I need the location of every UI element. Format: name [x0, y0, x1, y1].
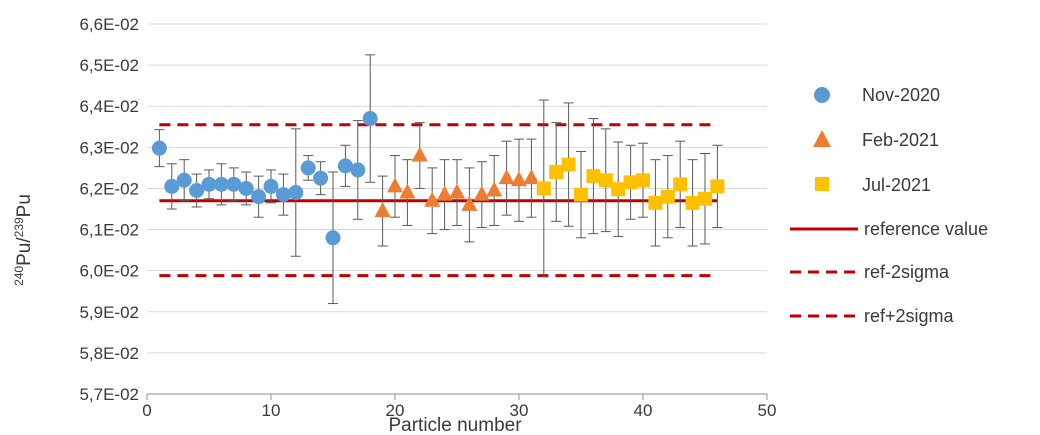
- data-point-triangle: [399, 183, 416, 199]
- axes: [146, 393, 768, 400]
- x-tick-label: 30: [510, 401, 529, 420]
- legend-marker-nov-2020: [814, 87, 830, 103]
- x-tick-label: 20: [386, 401, 405, 420]
- data-point-circle: [176, 172, 192, 188]
- y-tick-label: 6,6E-02: [79, 15, 139, 34]
- data-point-square: [710, 179, 725, 194]
- data-point-square: [549, 165, 564, 179]
- legend-label-nov-2020: Nov-2020: [862, 85, 940, 105]
- data-point-triangle: [461, 195, 478, 211]
- y-tick-label: 6,4E-02: [79, 97, 139, 116]
- x-tick-label: 40: [634, 401, 653, 420]
- y-tick-label: 5,8E-02: [79, 344, 139, 363]
- data-point-triangle: [449, 183, 465, 199]
- data-point-square: [648, 195, 663, 210]
- data-point-circle: [337, 158, 353, 174]
- data-point-square: [561, 157, 576, 172]
- data-point-circle: [325, 230, 341, 246]
- x-axis-title: Particle number: [388, 415, 522, 435]
- x-tick-label: 50: [758, 401, 777, 420]
- data-point-circle: [164, 178, 180, 194]
- legend-label-ref-plus-2sigma: ref+2sigma: [864, 306, 955, 326]
- y-axis-title-part-d: Pu: [14, 194, 35, 217]
- legend: Nov-2020 Feb-2021 Jul-2021 reference val…: [790, 85, 988, 326]
- data-point-square: [660, 189, 675, 204]
- data-point-circle: [201, 176, 217, 192]
- tick-labels: 5,7E-02 5,8E-02 5,9E-02 6,0E-02 6,1E-02 6,2E-…: [79, 15, 776, 420]
- y-tick-label: 6,5E-02: [79, 56, 139, 75]
- data-point-circle: [213, 176, 229, 192]
- x-tick-label: 10: [262, 401, 281, 420]
- x-tick-label: 0: [142, 401, 151, 420]
- data-point-square: [536, 181, 551, 196]
- data-point-triangle: [498, 169, 515, 185]
- data-point-triangle: [436, 185, 453, 201]
- data-point-circle: [300, 160, 316, 176]
- data-point-circle: [226, 176, 242, 192]
- data-point-triangle: [473, 185, 490, 201]
- legend-marker-jul-2021: [815, 177, 829, 191]
- y-tick-label: 6,1E-02: [79, 221, 139, 240]
- data-point-triangle: [486, 181, 503, 197]
- y-tick-label: 5,7E-02: [79, 385, 139, 404]
- data-point-circle: [238, 180, 254, 196]
- data-point-circle: [313, 170, 329, 186]
- data-point-triangle: [511, 171, 527, 187]
- data-point-square: [574, 187, 588, 202]
- y-axis-title-mass-c: 239: [12, 217, 26, 237]
- legend-label-jul-2021: Jul-2021: [862, 175, 931, 195]
- data-point-triangle: [424, 191, 441, 207]
- data-point-square: [623, 175, 638, 190]
- y-tick-label: 5,9E-02: [79, 303, 139, 322]
- data-point-circle: [362, 111, 378, 127]
- data-point-triangle: [387, 177, 403, 193]
- data-point-circle: [151, 140, 167, 156]
- legend-label-reference-value: reference value: [864, 219, 988, 239]
- legend-marker-feb-2021: [813, 130, 831, 147]
- data-point-square: [685, 195, 700, 210]
- data-point-square: [598, 173, 613, 188]
- data-point-square: [673, 177, 688, 192]
- data-point-circle: [350, 162, 366, 178]
- data-point-triangle: [374, 202, 391, 218]
- y-tick-label: 6,3E-02: [79, 138, 139, 157]
- data-point-square: [586, 169, 601, 184]
- data-point-square: [698, 191, 712, 206]
- data-point-circle: [189, 183, 205, 198]
- data-point-square: [611, 182, 626, 197]
- legend-label-ref-minus-2sigma: ref-2sigma: [864, 262, 950, 282]
- data-point-circle: [275, 187, 291, 203]
- y-axis-title-mass-a: 240: [12, 266, 26, 286]
- y-axis-title: 240Pu/239Pu: [12, 194, 35, 286]
- y-axis-title-part-b: Pu/: [14, 237, 35, 266]
- data-points: [151, 111, 725, 246]
- y-tick-label: 6,0E-02: [79, 262, 139, 281]
- data-point-circle: [288, 185, 304, 201]
- data-point-triangle: [523, 169, 540, 185]
- legend-label-feb-2021: Feb-2021: [862, 130, 939, 150]
- data-point-circle: [251, 189, 267, 205]
- data-point-square: [636, 173, 650, 188]
- y-tick-label: 6,2E-02: [79, 179, 139, 198]
- data-point-triangle: [411, 146, 428, 162]
- data-point-circle: [263, 178, 279, 194]
